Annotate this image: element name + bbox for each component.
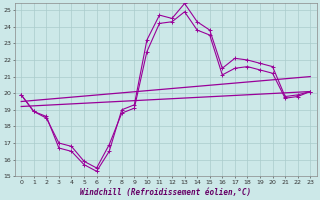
X-axis label: Windchill (Refroidissement éolien,°C): Windchill (Refroidissement éolien,°C): [80, 188, 251, 197]
